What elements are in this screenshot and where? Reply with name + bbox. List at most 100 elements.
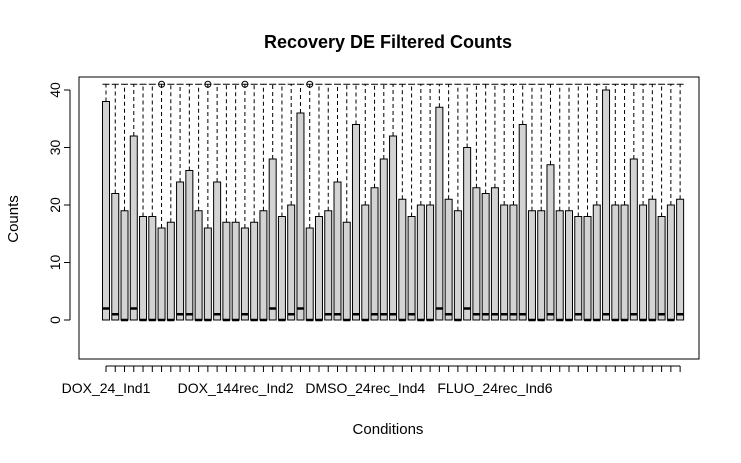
box-body bbox=[324, 210, 333, 321]
box-group bbox=[129, 83, 138, 321]
box-body bbox=[314, 216, 323, 321]
box-body bbox=[481, 193, 490, 321]
box-group bbox=[231, 83, 240, 322]
box-body bbox=[296, 112, 305, 321]
box-group bbox=[333, 83, 342, 321]
x-tick-label: DOX_144rec_Ind2 bbox=[178, 380, 294, 396]
box-body bbox=[111, 193, 120, 321]
box-body bbox=[472, 187, 481, 321]
box-group bbox=[407, 83, 416, 321]
box-body bbox=[537, 210, 546, 321]
box-body bbox=[426, 204, 435, 321]
x-axis: DOX_24_Ind1 DOX_144rec_Ind2 DMSO_24rec_Ind… bbox=[62, 365, 681, 396]
chart-title: Recovery DE Filtered Counts bbox=[264, 32, 512, 52]
box-body bbox=[527, 210, 536, 321]
box-body bbox=[583, 216, 592, 321]
box-body bbox=[287, 204, 296, 321]
box-body bbox=[203, 227, 212, 321]
box-body bbox=[352, 124, 361, 321]
plot-frame bbox=[78, 76, 700, 360]
box-body bbox=[639, 204, 648, 321]
box-group bbox=[185, 83, 194, 321]
box-body bbox=[435, 106, 444, 321]
box-group bbox=[148, 83, 157, 322]
box-body bbox=[342, 221, 351, 321]
box-body bbox=[398, 198, 407, 321]
box-group bbox=[166, 83, 175, 322]
box-outlier bbox=[241, 80, 249, 88]
box-group bbox=[537, 83, 546, 322]
box-group bbox=[296, 83, 305, 321]
box-group bbox=[611, 83, 620, 322]
box-body bbox=[574, 216, 583, 321]
box-group bbox=[250, 83, 259, 322]
box-body bbox=[129, 135, 138, 321]
box-body bbox=[148, 216, 157, 321]
box-body bbox=[185, 170, 194, 321]
box-body bbox=[555, 210, 564, 321]
box-body bbox=[120, 210, 129, 321]
box-group bbox=[222, 83, 231, 322]
box-group bbox=[435, 83, 444, 321]
box-group bbox=[324, 83, 333, 321]
box-body bbox=[509, 204, 518, 321]
x-tick-label: FLUO_24rec_Ind6 bbox=[437, 380, 552, 396]
box-group bbox=[444, 83, 453, 321]
box-group bbox=[500, 83, 509, 321]
box-group bbox=[194, 83, 203, 322]
box-body bbox=[166, 221, 175, 321]
box-group bbox=[398, 83, 407, 322]
box-body bbox=[565, 210, 573, 321]
box-group bbox=[639, 83, 648, 322]
x-tick-label: DMSO_24rec_Ind4 bbox=[305, 380, 425, 396]
box-outlier bbox=[204, 80, 212, 88]
box-group bbox=[509, 83, 518, 321]
box-group bbox=[602, 83, 611, 321]
box-group bbox=[676, 83, 685, 321]
box-group bbox=[518, 83, 527, 321]
box-body bbox=[102, 101, 110, 321]
box-group bbox=[527, 83, 536, 322]
box-group bbox=[648, 83, 657, 322]
box-group bbox=[314, 83, 323, 322]
y-axis: 0 10 20 30 40 bbox=[47, 82, 71, 324]
box-body bbox=[648, 198, 657, 321]
box-group bbox=[342, 83, 351, 322]
box-body bbox=[592, 204, 601, 321]
box-group bbox=[352, 83, 361, 321]
box-group bbox=[389, 83, 398, 321]
box-body bbox=[407, 216, 416, 321]
box-group bbox=[583, 83, 592, 322]
box-group bbox=[120, 83, 129, 322]
box-body bbox=[666, 204, 675, 321]
box-group bbox=[277, 83, 286, 322]
box-group bbox=[481, 83, 490, 321]
y-tick-label: 40 bbox=[47, 82, 63, 98]
box-group bbox=[666, 83, 675, 322]
box-group bbox=[111, 83, 120, 321]
box-body bbox=[676, 198, 685, 321]
box-group bbox=[139, 83, 148, 322]
box-body bbox=[620, 204, 629, 321]
box-body bbox=[361, 204, 370, 321]
box-group bbox=[287, 83, 296, 321]
box-group bbox=[546, 83, 555, 321]
box-body bbox=[444, 198, 453, 321]
box-group bbox=[574, 83, 583, 321]
box-group bbox=[565, 83, 573, 322]
box-group bbox=[305, 80, 314, 322]
box-body bbox=[277, 216, 286, 321]
box-body bbox=[305, 227, 314, 321]
y-tick-label: 20 bbox=[47, 197, 63, 213]
y-tick-label: 0 bbox=[47, 316, 63, 324]
box-group bbox=[555, 83, 564, 322]
box-body bbox=[157, 227, 166, 321]
box-body bbox=[139, 216, 148, 321]
box-body bbox=[629, 158, 638, 321]
box-group bbox=[620, 83, 629, 322]
box-body bbox=[657, 216, 666, 321]
box-body bbox=[370, 187, 379, 321]
box-group bbox=[463, 83, 472, 321]
box-body bbox=[546, 164, 555, 321]
